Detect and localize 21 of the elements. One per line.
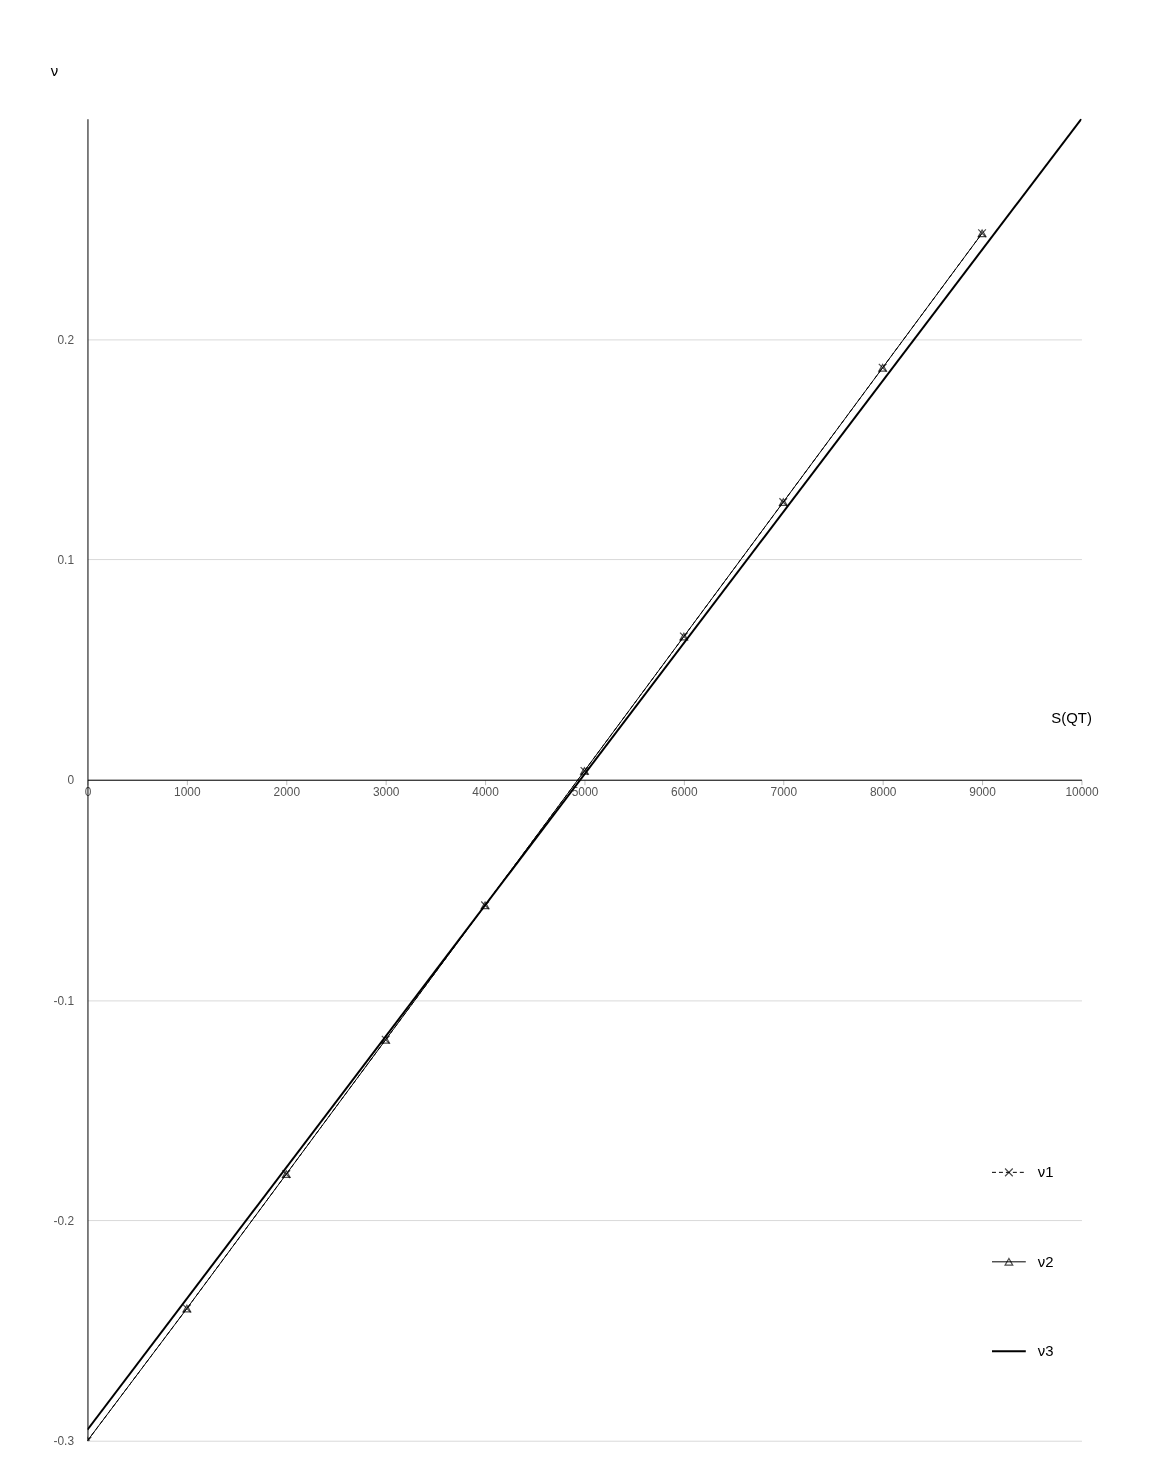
- x-tick-label: 6000: [671, 785, 698, 800]
- y-tick-label: 0.2: [57, 332, 75, 347]
- x-tick-label: 10000: [1065, 785, 1099, 800]
- x-tick-label: 9000: [969, 785, 997, 800]
- y-tick-label: -0.3: [53, 1434, 75, 1449]
- y-axis-title: ν: [50, 63, 59, 80]
- x-tick-label: 1000: [174, 785, 201, 800]
- legend-label: ν1: [1037, 1164, 1054, 1181]
- x-tick-label: 5000: [571, 785, 599, 800]
- legend-label: ν2: [1037, 1253, 1054, 1270]
- x-tick-label: 4000: [472, 785, 500, 800]
- y-tick-label: -0.2: [53, 1213, 75, 1228]
- x-tick-label: 8000: [869, 785, 897, 800]
- y-tick-label: 0.1: [57, 552, 75, 567]
- legend-label: ν3: [1037, 1343, 1054, 1360]
- x-axis-title: S(QT): [1051, 709, 1092, 726]
- x-tick-label: 2000: [273, 785, 301, 800]
- x-tick-label: 3000: [372, 785, 400, 800]
- x-tick-label: 7000: [770, 785, 798, 800]
- y-tick-label: -0.1: [53, 993, 75, 1008]
- y-tick-label: 0: [67, 773, 75, 788]
